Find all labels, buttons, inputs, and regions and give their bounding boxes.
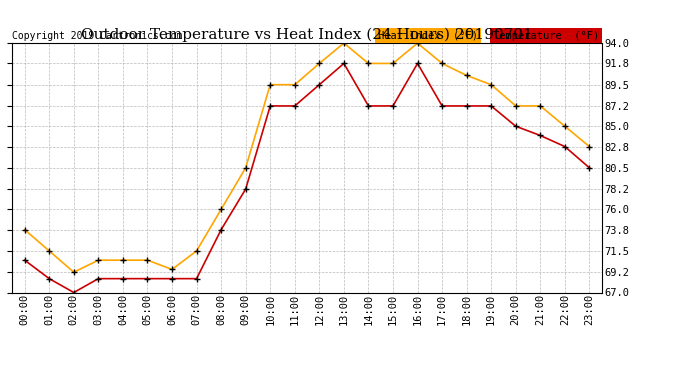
Text: Copyright 2019 Cartronics.com: Copyright 2019 Cartronics.com (12, 31, 183, 40)
Title: Outdoor Temperature vs Heat Index (24 Hours) 20190701: Outdoor Temperature vs Heat Index (24 Ho… (81, 28, 533, 42)
Text: Heat Index  (°F): Heat Index (°F) (377, 31, 477, 40)
Text: Temperature  (°F): Temperature (°F) (493, 31, 599, 40)
